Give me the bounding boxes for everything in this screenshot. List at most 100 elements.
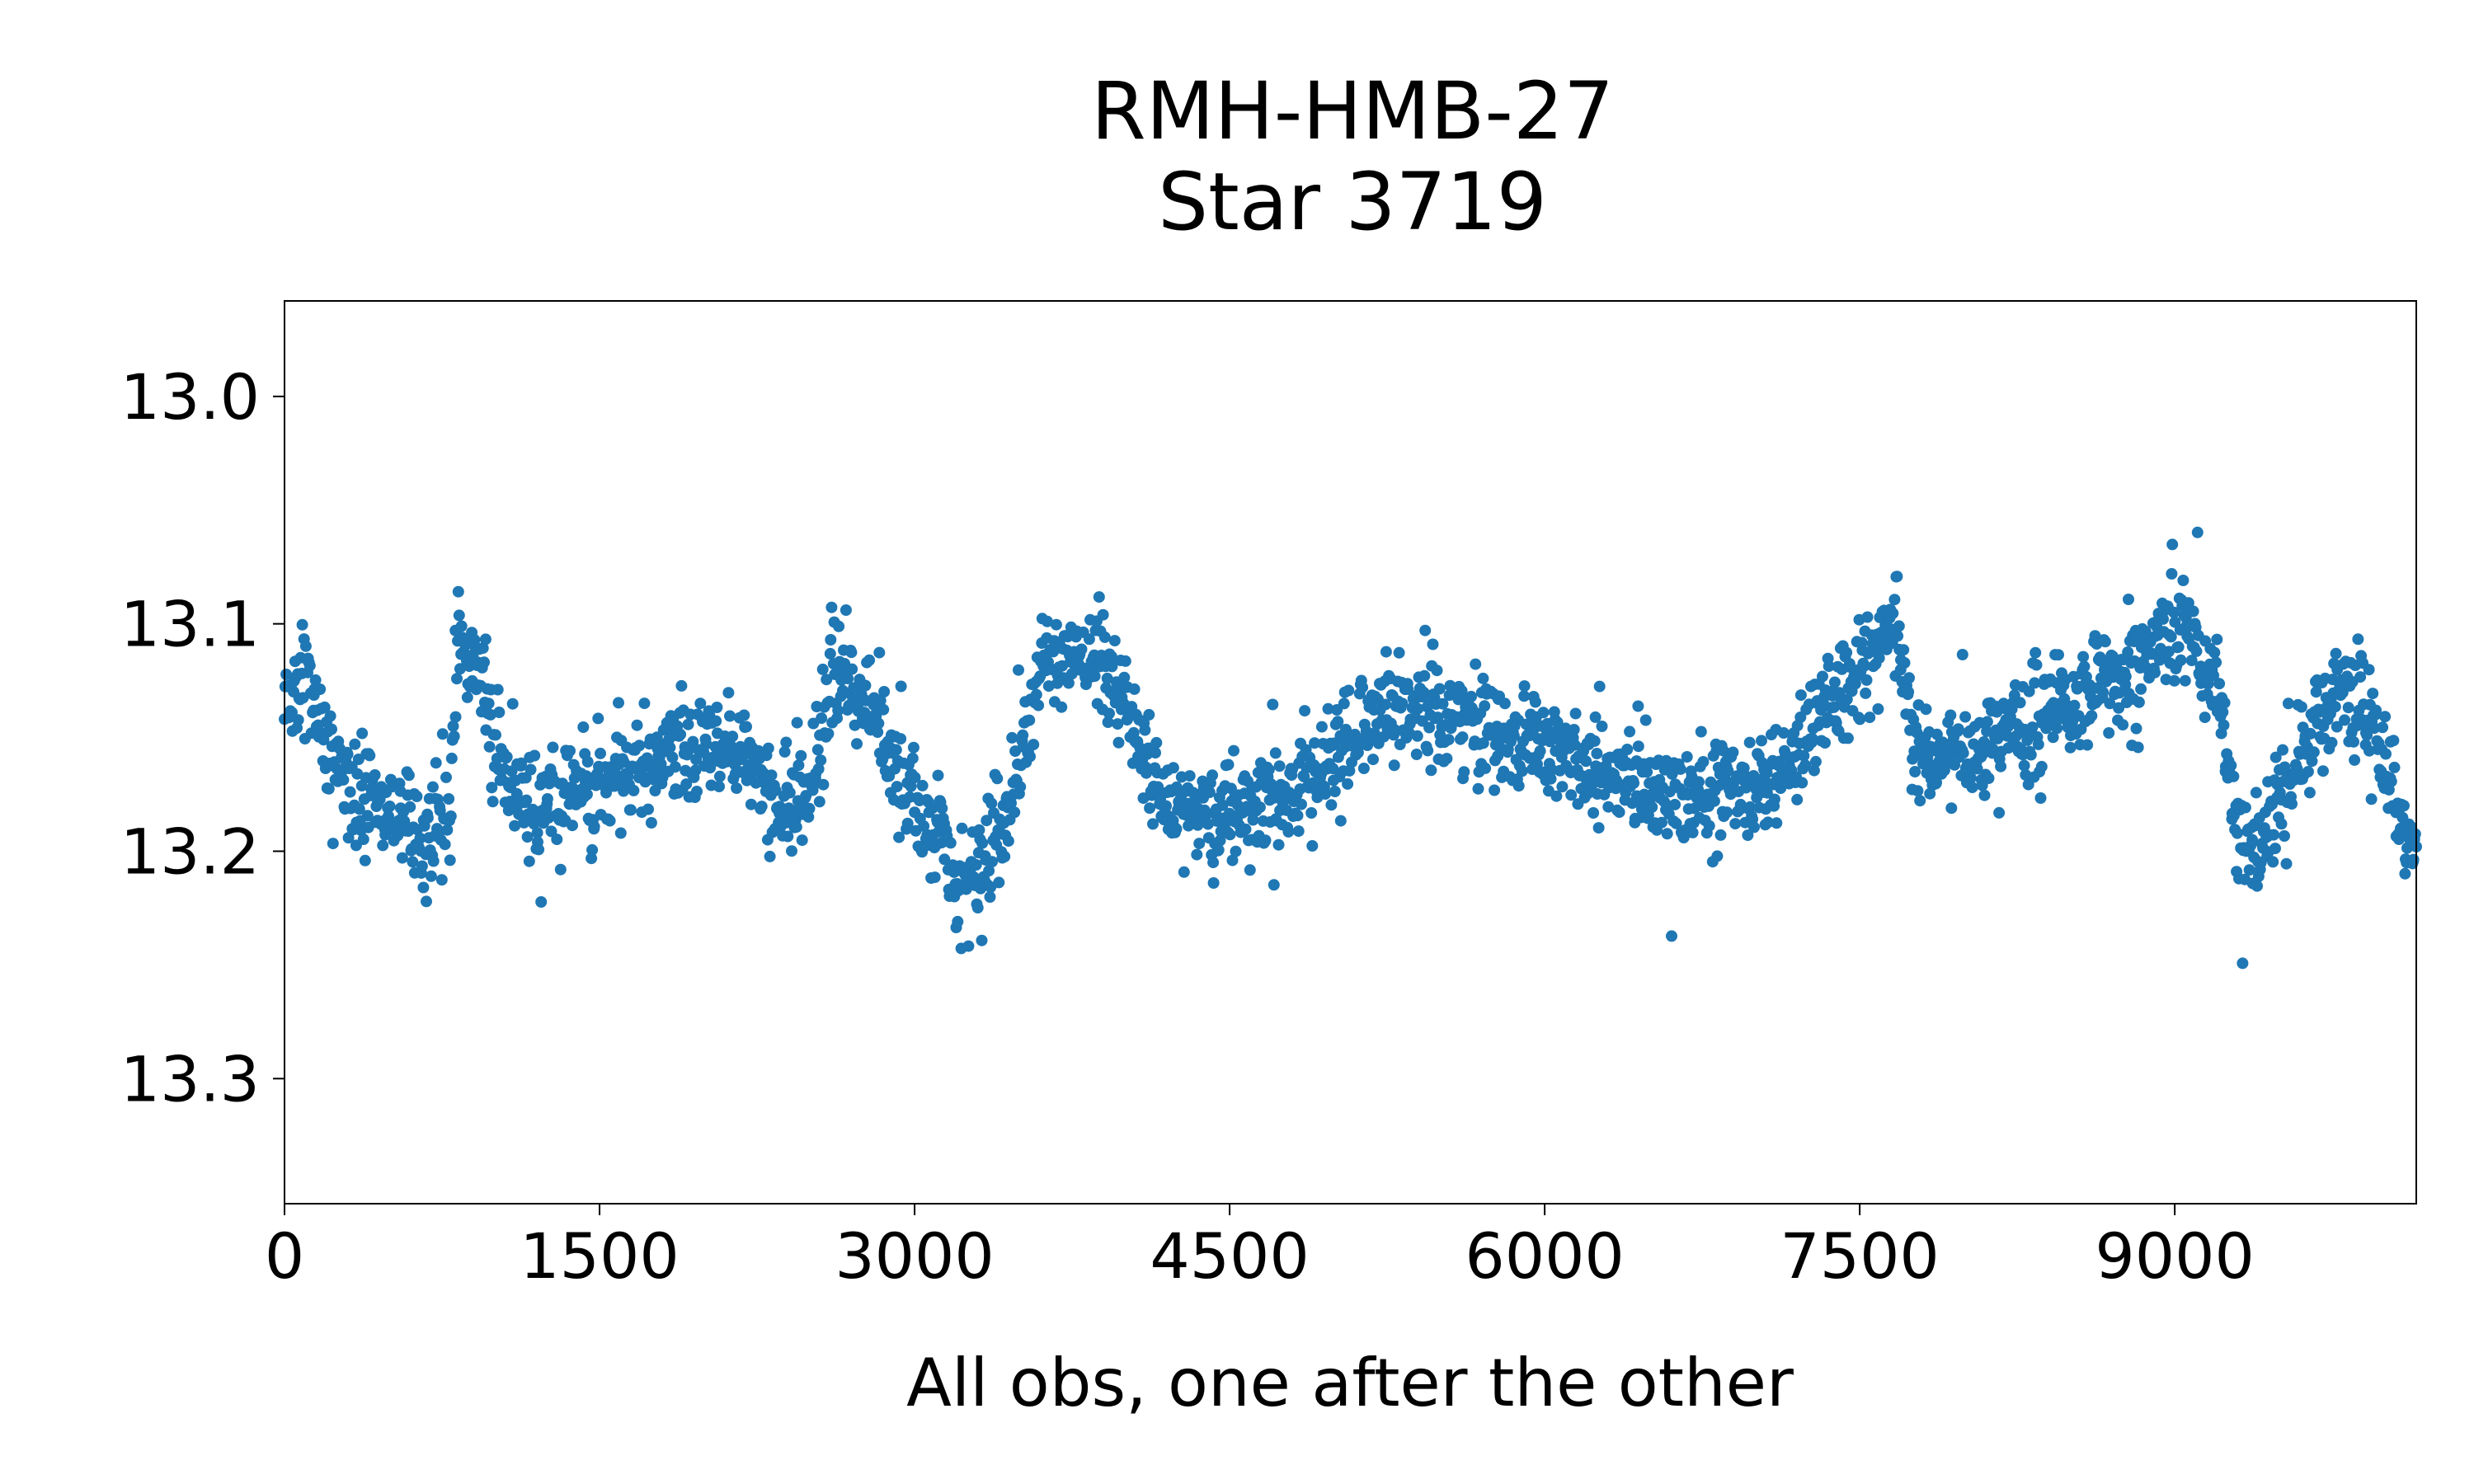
data-point: [1470, 658, 1482, 670]
data-point: [357, 834, 369, 845]
data-point: [1342, 777, 1354, 790]
data-point: [932, 769, 944, 782]
data-point: [2122, 646, 2134, 658]
data-point: [2199, 711, 2211, 724]
data-point: [859, 679, 872, 692]
data-point: [535, 896, 548, 908]
data-point: [1507, 730, 1520, 742]
data-point: [1952, 723, 1964, 735]
data-point: [1993, 806, 2006, 819]
x-tick-label: 4500: [1150, 1219, 1309, 1293]
data-point: [1296, 798, 1307, 810]
data-point: [1693, 776, 1705, 788]
data-point: [664, 741, 676, 754]
data-point: [1292, 825, 1305, 838]
data-point: [1854, 713, 1866, 726]
data-point: [642, 803, 654, 815]
data-point: [1150, 747, 1161, 759]
data-point: [2251, 880, 2263, 892]
data-point: [484, 708, 496, 721]
data-point: [1931, 777, 1942, 789]
data-point: [2269, 843, 2281, 855]
data-point: [1332, 716, 1344, 728]
data-point: [1669, 798, 1681, 810]
data-point: [1298, 771, 1310, 782]
data-point: [655, 758, 667, 770]
data-point: [421, 811, 434, 824]
data-point: [1991, 706, 2003, 718]
data-point: [2130, 722, 2142, 735]
data-point: [1119, 655, 1131, 667]
data-point: [851, 738, 863, 750]
data-point: [1768, 793, 1780, 805]
data-point: [2398, 800, 2410, 812]
data-point: [479, 633, 492, 646]
data-point: [369, 769, 381, 781]
data-point: [2040, 722, 2053, 735]
data-point: [711, 702, 723, 713]
data-point: [1228, 744, 1239, 757]
data-point: [1656, 816, 1667, 829]
data-point: [417, 881, 430, 894]
data-point: [2354, 671, 2367, 683]
data-point: [791, 716, 803, 729]
data-point: [303, 660, 316, 672]
data-point: [1065, 668, 1078, 680]
data-point: [1498, 697, 1511, 710]
data-point: [727, 730, 739, 743]
data-point: [2213, 678, 2226, 690]
data-point: [783, 787, 796, 799]
data-point: [2034, 792, 2047, 804]
data-point: [1887, 607, 1899, 619]
data-point: [2166, 538, 2179, 551]
data-point: [666, 751, 679, 763]
data-point: [1912, 785, 1924, 797]
data-point: [2114, 687, 2126, 699]
data-point: [1981, 716, 1993, 728]
data-point: [2306, 755, 2318, 768]
data-point: [2239, 801, 2251, 814]
data-point: [1222, 758, 1235, 771]
data-point: [404, 801, 416, 813]
data-point: [2232, 827, 2243, 839]
data-point: [1427, 638, 1439, 650]
data-point: [891, 781, 903, 793]
data-point: [1006, 731, 1018, 744]
data-point: [551, 834, 563, 846]
data-point: [2104, 697, 2116, 710]
data-point: [1147, 818, 1159, 830]
data-point: [689, 764, 702, 777]
data-point: [1030, 688, 1042, 701]
data-point: [1357, 681, 1369, 693]
data-point: [790, 821, 802, 834]
data-point: [1343, 684, 1355, 697]
data-point: [2208, 646, 2221, 659]
data-point: [1437, 697, 1449, 710]
data-point: [533, 843, 545, 856]
data-point: [713, 781, 725, 792]
data-point: [840, 604, 852, 616]
data-point: [795, 749, 807, 762]
data-point: [890, 744, 902, 756]
data-point: [1224, 829, 1236, 841]
data-point: [1761, 816, 1774, 829]
data-point: [2051, 722, 2063, 735]
data-point: [309, 674, 322, 686]
data-point: [501, 751, 513, 763]
data-point: [2218, 697, 2231, 709]
data-point: [477, 642, 489, 655]
data-point: [1112, 718, 1124, 730]
data-point: [669, 761, 681, 773]
data-point: [1352, 746, 1364, 758]
data-point: [416, 860, 428, 872]
data-point: [1569, 707, 1582, 720]
data-point: [1681, 751, 1693, 763]
data-point: [1056, 701, 1068, 713]
data-point: [1431, 665, 1443, 677]
data-point: [2326, 736, 2338, 749]
data-points: [279, 526, 2422, 970]
data-point: [411, 791, 423, 802]
data-point: [523, 855, 535, 867]
data-point: [460, 638, 473, 650]
data-point: [999, 851, 1011, 862]
